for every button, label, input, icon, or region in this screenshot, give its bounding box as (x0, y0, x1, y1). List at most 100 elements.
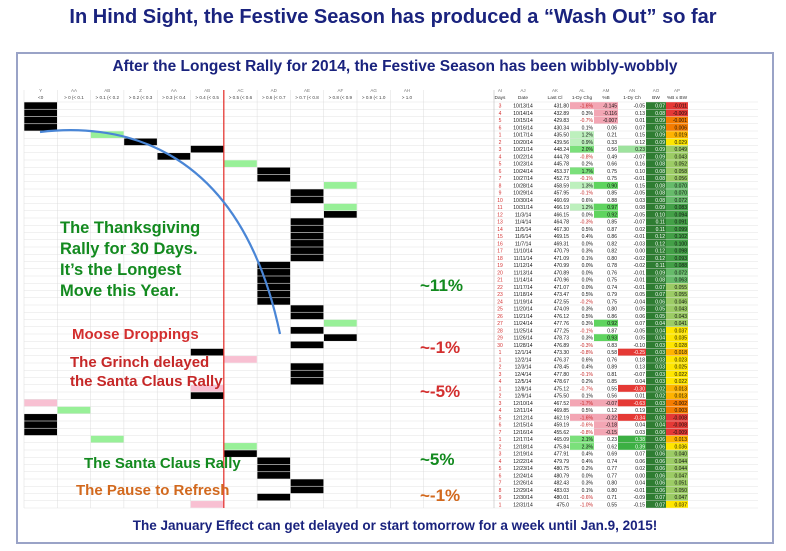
table-header: Days (495, 95, 507, 101)
table-cell-c: 473.47 (554, 292, 570, 298)
bucket-cell (324, 211, 357, 218)
bucket-cell (290, 486, 324, 494)
table-cell-bw: 0.02 (655, 394, 665, 400)
table-cell-p: 1.2% (582, 205, 594, 211)
table-cell-bw: 0.12 (655, 241, 665, 247)
bucket-header: > 0.9 (< 1.0 (362, 95, 386, 100)
table-cell-x: 0.051 (674, 481, 687, 487)
table-cell-b: 0.69 (607, 452, 617, 458)
table-cell-dt: 12/2/14 (515, 357, 532, 363)
table-cell-bg (646, 123, 666, 131)
table-cell-c: 480.01 (554, 495, 570, 501)
table-cell-bg (618, 399, 646, 407)
annotation-santa-rally: The Santa Claus Rally (84, 455, 241, 472)
bucket-cell (290, 312, 324, 320)
table-cell-ch: 0.02 (635, 466, 645, 472)
table-cell-bg (646, 210, 666, 218)
table-cell-c: 462.19 (554, 415, 570, 421)
table-cell-p: 0.3% (582, 307, 594, 313)
table-cell-ch: -0.30 (634, 386, 646, 392)
table-cell-ch: -0.01 (634, 176, 646, 182)
table-cell-c: 477.25 (554, 328, 570, 334)
table-cell-d: 15 (497, 234, 503, 240)
table-cell-ch: -0.01 (634, 278, 646, 284)
table-cell-bg (646, 189, 666, 197)
table-cell-x: 0.013 (674, 394, 687, 400)
table-cell-dt: 11/26/14 (513, 336, 532, 342)
table-cell-dt: 12/1/14 (515, 350, 532, 356)
table-cell-bg (666, 479, 688, 487)
table-cell-bg (666, 399, 688, 407)
table-cell-x: 0.025 (674, 365, 687, 371)
bucket-cell (290, 479, 324, 486)
table-cell-x: 0.063 (674, 278, 687, 284)
table-cell-bg (594, 109, 618, 117)
table-cell-b: 0.76 (607, 357, 617, 363)
table-cell-p: 2.0% (582, 147, 594, 153)
column-letter: AG (370, 88, 377, 93)
table-cell-x: 0.035 (674, 336, 687, 342)
table-cell-x: 0.029 (674, 140, 687, 146)
table-cell-dt: 12/9/14 (515, 394, 532, 400)
table-cell-p: -0.3% (580, 220, 594, 226)
table-cell-bg (646, 232, 666, 240)
table-cell-bg (666, 203, 688, 211)
table-header: BW (652, 95, 660, 101)
table-cell-c: 477.91 (554, 452, 570, 458)
table-cell-bg (646, 392, 666, 400)
table-cell-b: 0.21 (607, 133, 617, 139)
table-cell-c: 435.50 (554, 133, 570, 139)
bucket-cell (190, 348, 224, 356)
table-cell-d: 6 (499, 169, 502, 175)
table-cell-p: 1.2% (582, 133, 594, 139)
annotation-thanksgiving-line-2: Rally for 30 Days. (60, 240, 198, 258)
table-cell-b: 0.23 (607, 437, 617, 443)
table-cell-ch: 0.03 (635, 198, 645, 204)
table-cell-d: 3 (499, 372, 502, 378)
table-cell-c: 466.15 (554, 212, 570, 218)
table-cell-bw: 0.07 (655, 502, 665, 508)
table-cell-d: 3 (499, 104, 502, 110)
bucket-cell (24, 414, 57, 421)
table-cell-dt: 10/28/14 (513, 183, 533, 189)
bucket-cell (257, 261, 291, 269)
bucket-cell (90, 435, 124, 443)
bucket-header: > 0.8 (< 0.9 (329, 95, 353, 100)
table-cell-bg (646, 218, 666, 226)
bucket-cell (324, 182, 357, 189)
table-cell-b: 0.71 (607, 495, 617, 501)
table-cell-b: 0.81 (607, 372, 617, 378)
table-cell-bw: 0.04 (655, 321, 665, 327)
annotation-thanksgiving-line-4: Move this Year. (60, 282, 179, 300)
table-cell-c: 448.24 (554, 147, 570, 153)
table-cell-bg (666, 384, 688, 392)
table-cell-bg (666, 254, 688, 262)
table-cell-bg (666, 471, 688, 479)
table-cell-c: 455.62 (554, 430, 570, 436)
table-cell-bg (646, 479, 666, 487)
table-cell-bg (646, 334, 666, 342)
table-cell-c: 439.56 (554, 140, 570, 146)
table-cell-d: 8 (499, 488, 502, 494)
table-cell-bg (646, 377, 666, 385)
column-letter: AM (603, 88, 610, 93)
table-cell-b: 0.89 (607, 365, 617, 371)
table-cell-bg (646, 341, 666, 349)
pct-label-minus-5: ~-5% (420, 382, 461, 401)
table-cell-d: 7 (499, 430, 502, 436)
table-cell-d: 4 (499, 379, 502, 385)
table-cell-d: 5 (499, 415, 502, 421)
table-cell-bg (646, 464, 666, 472)
table-cell-p: -1.6% (580, 104, 594, 110)
table-cell-p: 0.0% (582, 285, 594, 291)
table-cell-c: 479.79 (554, 459, 570, 465)
table-cell-bg (618, 145, 646, 153)
table-cell-d: 5 (499, 162, 502, 168)
table-cell-b: 0.62 (607, 444, 617, 450)
bucket-cell (190, 145, 224, 153)
table-cell-bw: 0.03 (655, 343, 665, 349)
table-header: %B x BW (667, 95, 688, 101)
table-cell-bw: 0.08 (655, 183, 665, 189)
table-cell-x: 0.019 (674, 133, 687, 139)
table-cell-bg (666, 421, 688, 429)
